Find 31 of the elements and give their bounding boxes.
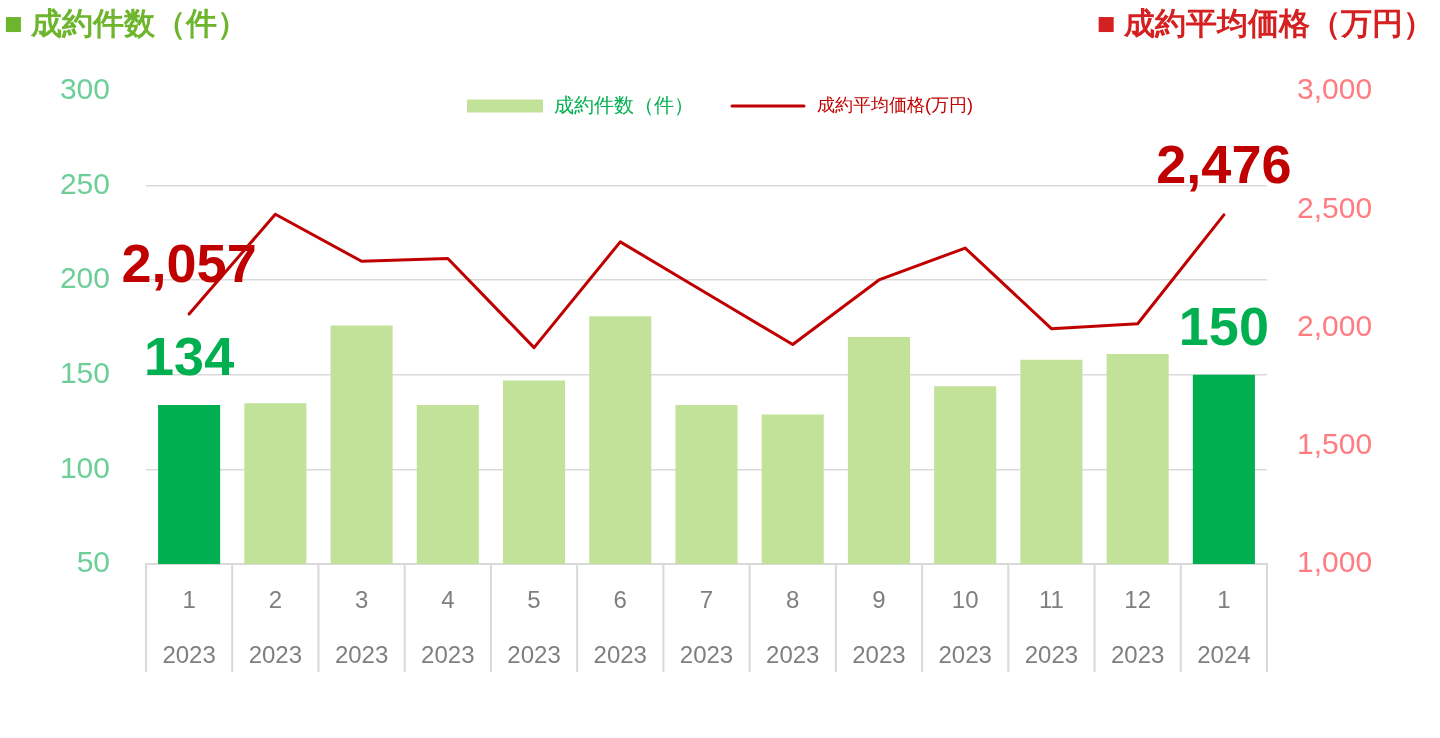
x-tick-label: 5 2023 bbox=[507, 586, 561, 669]
x-tick-label: 11 2023 bbox=[1024, 586, 1079, 669]
y2-tick-label: 1,500 bbox=[1297, 427, 1373, 461]
y-axis-title: ■ 成約件数（件） bbox=[4, 6, 249, 41]
y2-tick-label: 3,000 bbox=[1297, 72, 1373, 106]
legend-label: 成約平均価格(万円) bbox=[817, 94, 974, 115]
y-tick-label: 250 bbox=[59, 166, 110, 200]
x-tick-label: 8 2023 bbox=[766, 586, 820, 669]
y2-axis-title: ■ 成約平均価格（万円） bbox=[1096, 6, 1434, 41]
x-tick-label: 12 2023 bbox=[1110, 586, 1165, 669]
data-label: 2,476 bbox=[1156, 133, 1292, 194]
x-tick-label: 7 2023 bbox=[679, 586, 734, 669]
legend-label: 成約件数（件） bbox=[554, 93, 695, 116]
data-label: 134 bbox=[144, 325, 235, 386]
y-tick-label: 200 bbox=[59, 261, 110, 295]
y-tick-label: 100 bbox=[59, 450, 110, 484]
x-tick-label: 1 2023 bbox=[162, 586, 216, 669]
y2-tick-label: 2,000 bbox=[1297, 308, 1373, 342]
x-tick-label: 2 2023 bbox=[248, 586, 303, 669]
x-tick-label: 10 2023 bbox=[938, 586, 992, 669]
x-tick-label: 4 2023 bbox=[421, 586, 475, 669]
x-tick-label: 9 2023 bbox=[852, 586, 906, 669]
x-tick-label: 3 2023 bbox=[334, 586, 389, 669]
y-tick-label: 300 bbox=[59, 72, 110, 106]
data-label: 150 bbox=[1178, 295, 1269, 356]
y-tick-label: 150 bbox=[59, 356, 110, 390]
x-tick-label: 1 2024 bbox=[1197, 586, 1251, 669]
y2-tick-label: 2,500 bbox=[1297, 190, 1373, 224]
y-tick-label: 50 bbox=[76, 545, 110, 579]
x-tick-label: 6 2023 bbox=[593, 586, 647, 669]
y2-tick-label: 1,000 bbox=[1297, 545, 1373, 579]
